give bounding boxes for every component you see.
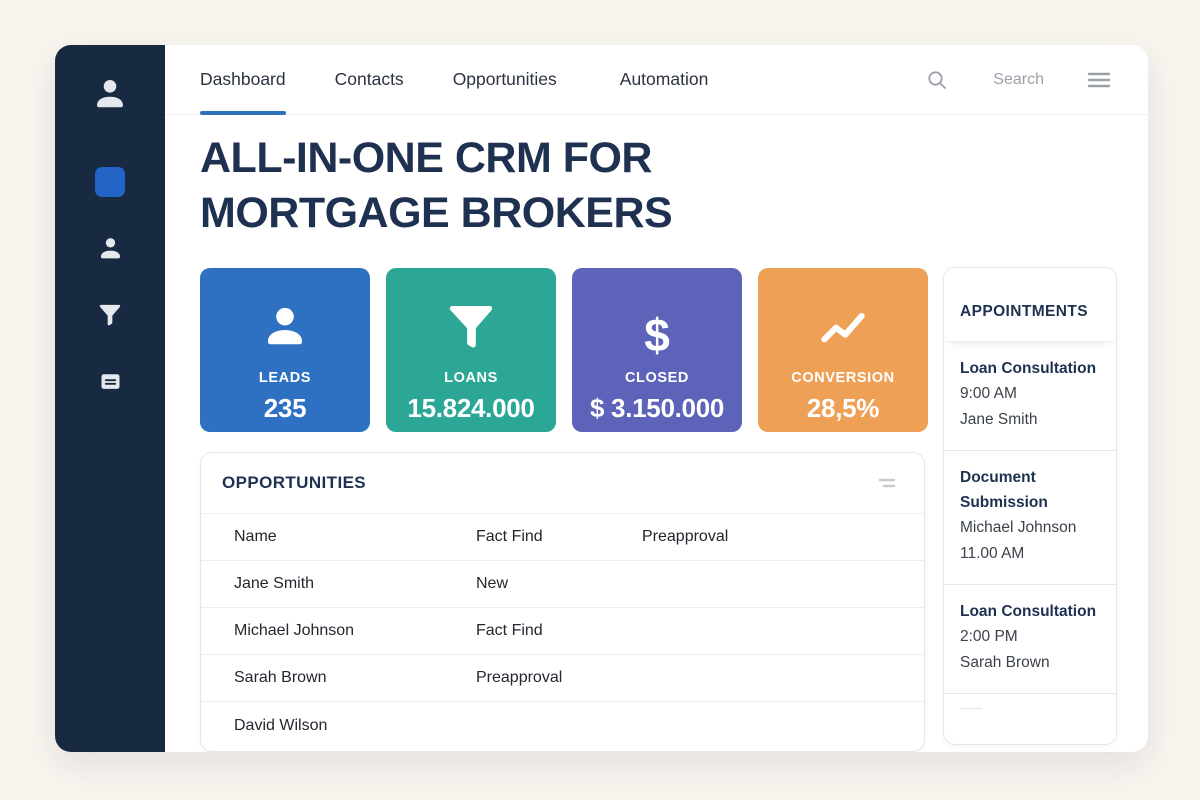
- page-title: ALL-IN-ONE CRM FOR MORTGAGE BROKERS: [200, 134, 673, 237]
- appointment-item[interactable]: Loan Consultation 2:00 PM Sarah Brown: [944, 585, 1116, 694]
- table-row[interactable]: David Wilson: [201, 702, 924, 749]
- appointment-type: Loan Consultation: [960, 603, 1097, 620]
- tab-contacts[interactable]: Contacts: [334, 69, 404, 89]
- appointment-person: Sarah Brown: [960, 654, 1050, 671]
- table-header-row: Name Fact Find Preapproval: [201, 514, 924, 561]
- card-menu-icon[interactable]: [878, 477, 898, 489]
- appointment-time: 9:00 AM: [960, 385, 1017, 402]
- trend-icon: [815, 286, 871, 358]
- user-icon[interactable]: [89, 73, 131, 115]
- stat-card-leads[interactable]: LEADS 235: [200, 268, 370, 432]
- stat-value: 28,5%: [806, 393, 880, 423]
- column-header-name: Name: [234, 528, 277, 545]
- cell-name: Michael Johnson: [234, 622, 355, 639]
- stat-value: $ 3.150.000: [589, 393, 725, 423]
- user-icon: [254, 286, 316, 358]
- appointments-title: APPOINTMENTS: [960, 302, 1088, 320]
- column-header-factfind: Fact Find: [476, 528, 543, 545]
- sidebar: [55, 45, 165, 752]
- stat-label: LOANS: [444, 370, 498, 386]
- top-navigation: Dashboard Contacts Opportunities Automat…: [165, 45, 1148, 115]
- stat-card-conversion[interactable]: CONVERSION 28,5%: [758, 268, 928, 432]
- appointment-time: 2:00 PM: [960, 628, 1018, 645]
- notes-icon[interactable]: [97, 368, 124, 395]
- funnel-icon[interactable]: [96, 302, 124, 330]
- appointment-item[interactable]: Loan Consultation 9:00 AM Jane Smith: [944, 342, 1116, 451]
- table-row[interactable]: Jane Smith New: [201, 561, 924, 608]
- stat-card-loans[interactable]: LOANS 15.824.000: [386, 268, 556, 432]
- funnel-icon: [442, 286, 500, 358]
- tab-automation[interactable]: Automation: [619, 69, 709, 89]
- stat-label: LEADS: [258, 370, 312, 386]
- appointments-panel: APPOINTMENTS Loan Consultation 9:00 AM J…: [943, 267, 1117, 745]
- appointment-person: Michael Johnson: [960, 519, 1077, 536]
- cell-name: Jane Smith: [234, 575, 315, 592]
- appointment-type: Document Submission: [960, 469, 1048, 511]
- appointment-time: 11.00 AM: [960, 545, 1025, 562]
- cell-name: David Wilson: [234, 716, 328, 734]
- app-window: Dashboard Contacts Opportunities Automat…: [55, 45, 1148, 752]
- stat-value: 235: [263, 393, 307, 423]
- appointment-type: Loan Consultation: [960, 360, 1097, 377]
- cell-stage: New: [476, 575, 509, 592]
- cell-stage: Fact Find: [476, 622, 543, 639]
- cell-stage: Preapproval: [476, 669, 563, 686]
- tab-dashboard[interactable]: Dashboard: [200, 45, 286, 115]
- menu-icon[interactable]: [1086, 69, 1112, 91]
- column-header-preapproval: Preapproval: [642, 528, 729, 545]
- stat-cards: LEADS 235 LOANS 15.824.000 $ CLOSED $ 3.…: [200, 268, 928, 432]
- divider: [960, 708, 982, 709]
- cell-name: Sarah Brown: [234, 669, 327, 686]
- opportunities-title: OPPORTUNITIES: [222, 473, 367, 492]
- stat-label: CLOSED: [624, 370, 690, 386]
- stat-value: 15.824.000: [407, 393, 535, 423]
- appointment-person: Jane Smith: [960, 411, 1038, 428]
- dollar-icon: $: [644, 309, 670, 361]
- table-row[interactable]: Michael Johnson Fact Find: [201, 608, 924, 655]
- contact-icon[interactable]: [95, 233, 126, 264]
- search-input[interactable]: Search: [993, 70, 1044, 88]
- tab-opportunities[interactable]: Opportunities: [452, 69, 557, 89]
- stat-label: CONVERSION: [791, 370, 895, 386]
- search-icon[interactable]: [925, 68, 949, 92]
- dashboard-square-icon[interactable]: [95, 167, 125, 197]
- stat-card-closed[interactable]: $ CLOSED $ 3.150.000: [572, 268, 742, 432]
- opportunities-card: OPPORTUNITIES Name Fact Find Preapproval…: [200, 452, 925, 752]
- appointment-item[interactable]: Document Submission Michael Johnson 11.0…: [944, 451, 1116, 585]
- table-row[interactable]: Sarah Brown Preapproval: [201, 655, 924, 702]
